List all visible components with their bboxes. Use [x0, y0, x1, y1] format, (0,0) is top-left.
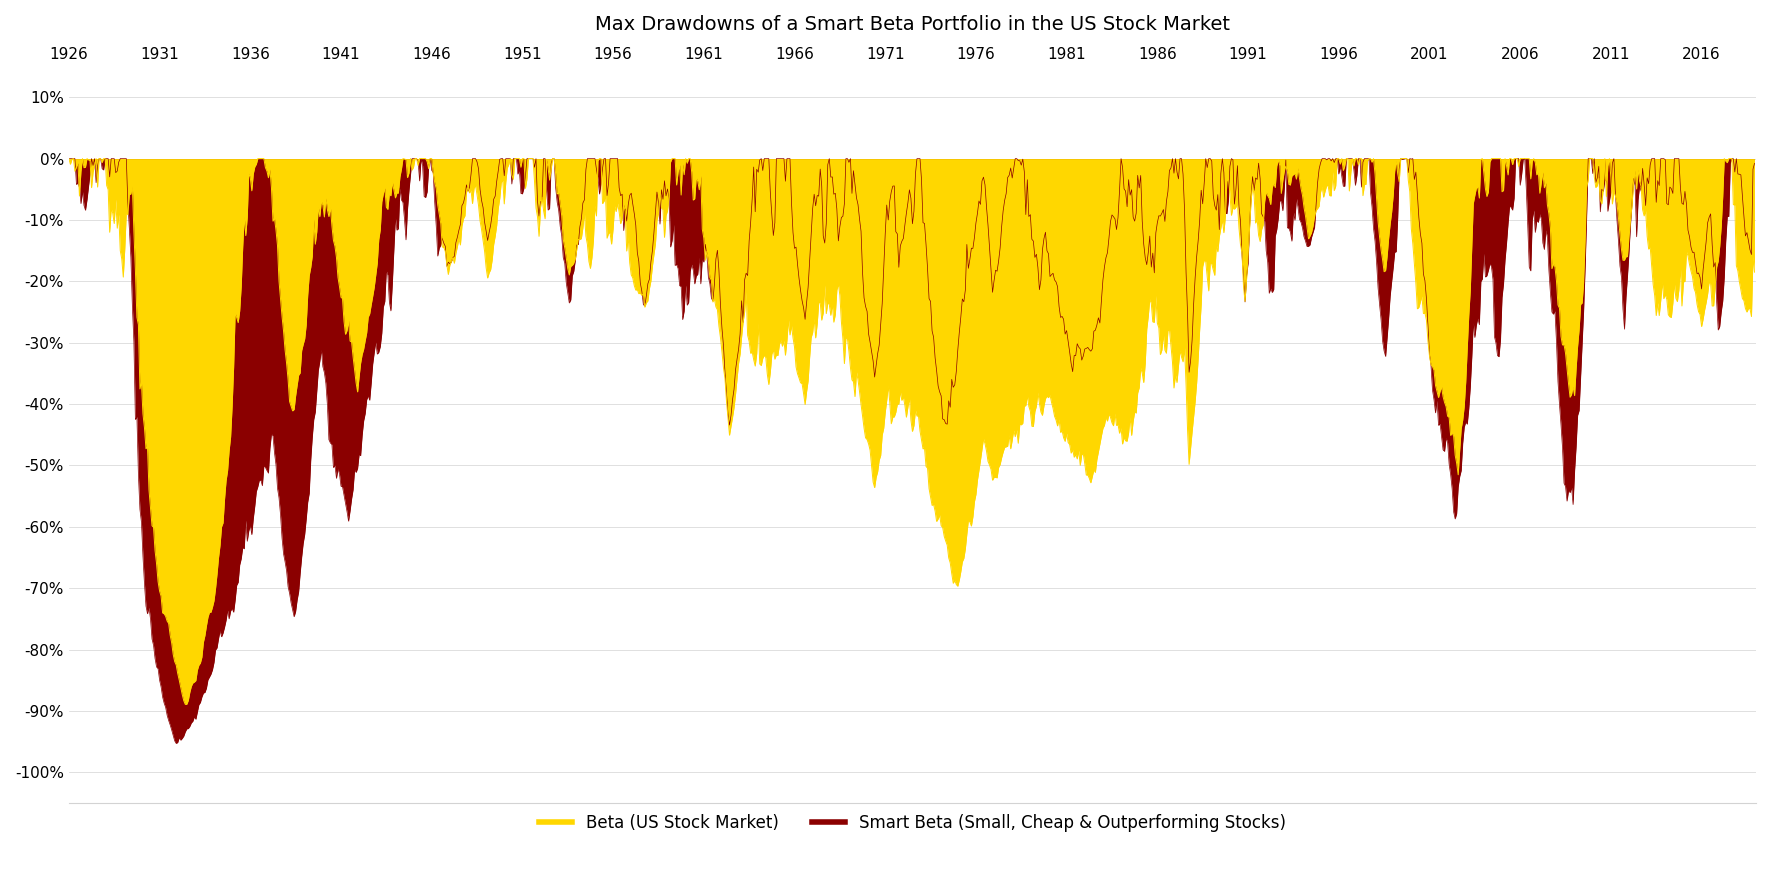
- Legend: Beta (US Stock Market), Smart Beta (Small, Cheap & Outperforming Stocks): Beta (US Stock Market), Smart Beta (Smal…: [533, 807, 1293, 839]
- Title: Max Drawdowns of a Smart Beta Portfolio in the US Stock Market: Max Drawdowns of a Smart Beta Portfolio …: [595, 15, 1229, 34]
